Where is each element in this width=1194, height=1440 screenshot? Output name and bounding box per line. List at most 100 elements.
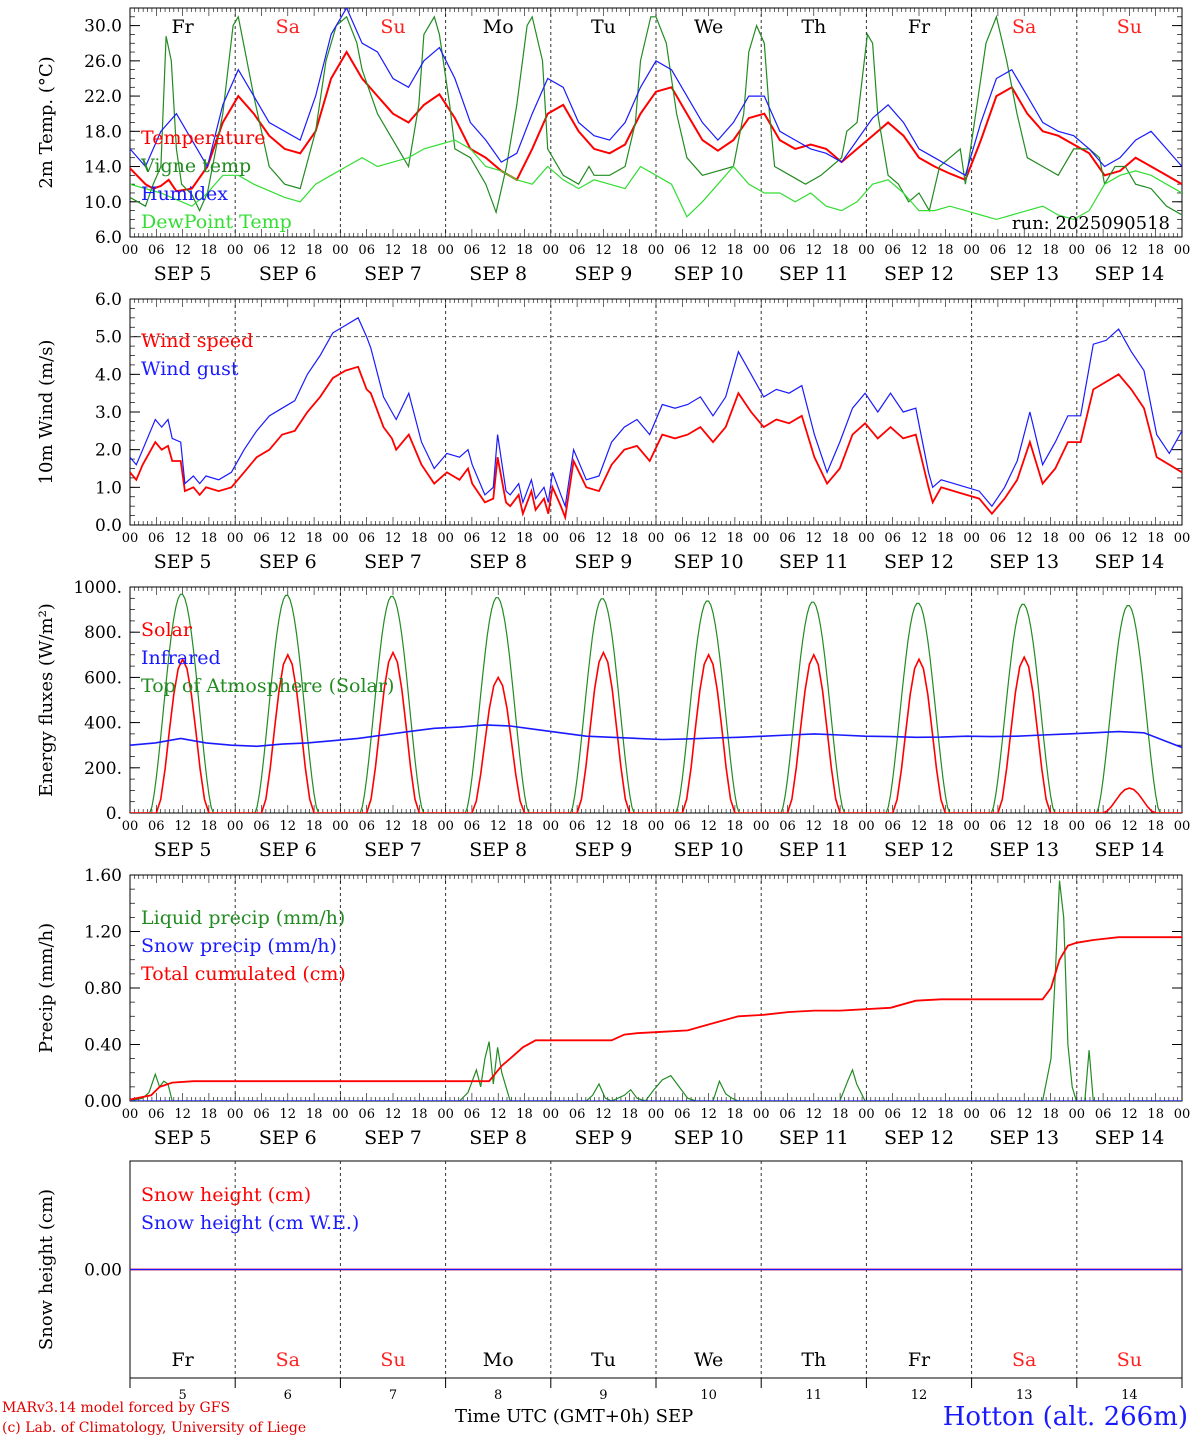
y-tick-label: 0. — [106, 804, 122, 824]
hour-tick-label: 06 — [148, 243, 165, 258]
date-number: 8 — [494, 1388, 502, 1403]
y-tick-label: 5.0 — [95, 328, 122, 348]
hour-tick-label: 18 — [621, 531, 638, 546]
hour-tick-label: 12 — [280, 819, 297, 834]
date-label: SEP 12 — [884, 263, 954, 285]
hour-tick-label: 12 — [1016, 531, 1033, 546]
y-tick-label: 0.00 — [84, 1261, 122, 1281]
hour-tick-label: 12 — [1016, 1107, 1033, 1122]
series-toa-solar — [130, 593, 1182, 813]
legend-entry: Solar — [141, 619, 193, 641]
hour-tick-label: 18 — [411, 819, 428, 834]
hour-tick-label: 06 — [253, 1107, 270, 1122]
hour-tick-label: 18 — [516, 243, 533, 258]
hour-tick-label: 00 — [1174, 531, 1191, 546]
series-dewpoint-temp — [130, 139, 1182, 221]
hour-tick-label: 12 — [911, 819, 928, 834]
hour-tick-label: 00 — [648, 1107, 665, 1122]
date-number: 14 — [1121, 1388, 1138, 1403]
hour-tick-label: 12 — [595, 243, 612, 258]
hour-tick-label: 18 — [411, 1107, 428, 1122]
y-tick-label: 6.0 — [95, 290, 122, 310]
hour-tick-label: 00 — [963, 243, 980, 258]
date-label: SEP 7 — [364, 1127, 422, 1149]
hour-tick-label: 18 — [306, 531, 323, 546]
day-name: Su — [380, 1349, 405, 1371]
hour-tick-label: 06 — [779, 1107, 796, 1122]
date-label: SEP 6 — [259, 263, 317, 285]
hour-tick-label: 06 — [148, 1107, 165, 1122]
y-tick-label: 0.00 — [84, 1092, 122, 1112]
hour-tick-label: 00 — [648, 531, 665, 546]
hour-tick-label: 06 — [674, 243, 691, 258]
y-tick-label: 0.0 — [95, 516, 122, 536]
series-liquid-precip-mm-h- — [130, 880, 1182, 1101]
date-label: SEP 6 — [259, 839, 317, 861]
hour-tick-label: 18 — [516, 1107, 533, 1122]
legend-entry: Top of Atmosphere (Solar) — [141, 675, 394, 697]
hour-tick-label: 00 — [753, 819, 770, 834]
hour-tick-label: 18 — [937, 1107, 954, 1122]
hour-tick-label: 06 — [990, 531, 1007, 546]
hour-tick-label: 00 — [1174, 1107, 1191, 1122]
series-vigne-temp — [130, 14, 1182, 216]
date-number: 11 — [806, 1388, 823, 1403]
hour-tick-label: 00 — [543, 819, 560, 834]
day-name: Fr — [908, 1349, 931, 1371]
plot-area — [130, 316, 1182, 522]
legend-entry: Snow height (cm) — [141, 1184, 311, 1206]
hour-tick-label: 06 — [148, 819, 165, 834]
hour-tick-label: 06 — [569, 243, 586, 258]
hour-tick-label: 00 — [963, 531, 980, 546]
hour-tick-label: 06 — [1095, 1107, 1112, 1122]
hour-tick-label: 06 — [990, 819, 1007, 834]
hour-tick-label: 12 — [490, 243, 507, 258]
date-label: SEP 8 — [469, 1127, 527, 1149]
day-name: Tu — [591, 1349, 616, 1371]
date-number: 10 — [700, 1388, 717, 1403]
legend-entry: DewPoint Temp — [141, 211, 292, 233]
panel-snow — [129, 1160, 1183, 1379]
panel-wind — [129, 298, 1183, 526]
lab-credit: (c) Lab. of Climatology, University of L… — [2, 1420, 307, 1436]
y-tick-label: 600. — [84, 668, 122, 688]
hour-tick-label: 06 — [884, 531, 901, 546]
y-tick-label: 2.0 — [95, 441, 122, 461]
y-tick-label: 22.0 — [84, 87, 122, 107]
hour-tick-label: 18 — [832, 819, 849, 834]
hour-tick-label: 06 — [1095, 531, 1112, 546]
hour-tick-label: 00 — [332, 1107, 349, 1122]
hour-tick-label: 18 — [1147, 243, 1164, 258]
hour-tick-label: 12 — [490, 819, 507, 834]
hour-tick-label: 12 — [174, 1107, 191, 1122]
hour-tick-label: 06 — [464, 819, 481, 834]
hour-tick-label: 12 — [911, 1107, 928, 1122]
hour-tick-label: 18 — [621, 1107, 638, 1122]
hour-tick-label: 12 — [700, 1107, 717, 1122]
day-name: Fr — [171, 16, 194, 38]
panel-precip — [129, 874, 1183, 1102]
hour-tick-label: 06 — [1095, 243, 1112, 258]
hour-tick-label: 06 — [884, 1107, 901, 1122]
hour-tick-label: 18 — [727, 243, 744, 258]
hour-tick-label: 12 — [1121, 243, 1138, 258]
hour-tick-label: 18 — [306, 819, 323, 834]
hour-tick-label: 06 — [779, 531, 796, 546]
day-name: Th — [801, 1349, 826, 1371]
hour-tick-label: 12 — [806, 531, 823, 546]
hour-tick-label: 06 — [569, 531, 586, 546]
hour-tick-label: 18 — [1147, 531, 1164, 546]
panel-temp — [129, 7, 1183, 238]
hour-tick-label: 00 — [122, 531, 139, 546]
hour-tick-label: 00 — [753, 531, 770, 546]
legend-entry: Snow precip (mm/h) — [141, 935, 337, 957]
series-temperature — [130, 50, 1182, 193]
hour-tick-label: 06 — [779, 819, 796, 834]
hour-tick-label: 06 — [674, 819, 691, 834]
date-label: SEP 6 — [259, 551, 317, 573]
hour-tick-label: 12 — [280, 243, 297, 258]
hour-tick-label: 18 — [201, 819, 218, 834]
hour-tick-label: 00 — [648, 243, 665, 258]
hour-tick-label: 00 — [332, 531, 349, 546]
date-label: SEP 8 — [469, 263, 527, 285]
